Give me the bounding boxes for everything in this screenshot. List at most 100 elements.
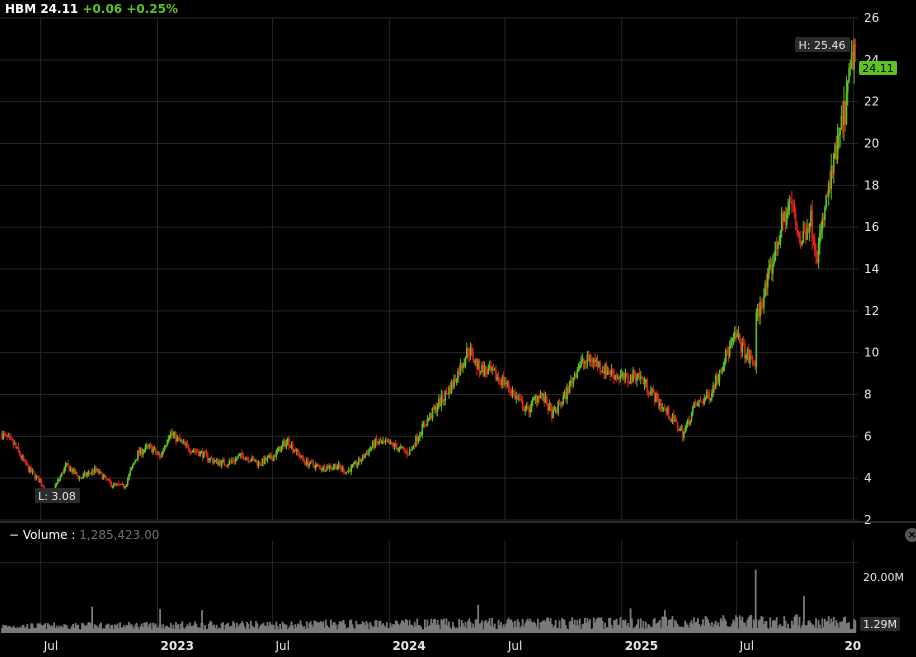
- candle-body: [316, 464, 318, 466]
- volume-spike: [477, 604, 480, 633]
- volume-bar: [379, 620, 382, 633]
- volume-grid: [0, 541, 858, 633]
- x-tick-label: 2023: [161, 639, 194, 653]
- candle-body: [777, 245, 779, 250]
- volume-bar: [642, 620, 645, 633]
- candle-body: [692, 407, 694, 414]
- candle-body: [385, 440, 388, 442]
- volume-bar: [183, 629, 186, 633]
- volume-bar: [698, 624, 701, 633]
- volume-bar: [310, 624, 313, 633]
- candle-body: [733, 331, 736, 339]
- volume-bar: [105, 625, 108, 633]
- volume-bar: [214, 627, 217, 633]
- candle-body: [262, 458, 265, 465]
- candle-body: [427, 418, 430, 420]
- volume-bar: [745, 626, 748, 633]
- volume-bar: [774, 620, 777, 633]
- volume-bar: [476, 619, 478, 633]
- candle-body: [797, 230, 800, 237]
- volume-bar: [721, 620, 723, 633]
- volume-bar: [119, 622, 121, 633]
- candle-body: [415, 436, 417, 447]
- collapse-icon[interactable]: −: [9, 528, 20, 542]
- volume-bar: [536, 618, 539, 633]
- volume-bar: [402, 620, 405, 633]
- candle-body: [849, 68, 852, 70]
- candle-body: [514, 392, 516, 399]
- candle-body: [652, 389, 655, 392]
- candle-body: [606, 370, 609, 375]
- volume-bar: [628, 627, 631, 633]
- volume-bar: [788, 628, 791, 633]
- volume-bar: [812, 624, 815, 633]
- candle-body: [333, 464, 336, 467]
- volume-bar: [686, 625, 689, 633]
- volume-bar: [59, 626, 62, 633]
- volume-bar: [845, 623, 848, 633]
- candle-body: [418, 435, 421, 438]
- volume-bar: [169, 623, 172, 633]
- volume-bar: [373, 626, 375, 633]
- candle-body: [378, 441, 380, 444]
- volume-bar: [583, 617, 586, 633]
- candle-body: [643, 382, 646, 385]
- candle-body: [679, 429, 681, 431]
- candle-body: [719, 372, 722, 374]
- candle-body: [591, 362, 594, 364]
- candle-body: [825, 195, 827, 208]
- candle-body: [467, 348, 469, 355]
- volume-bar: [657, 621, 660, 633]
- candle-body: [403, 448, 406, 451]
- candle-body: [485, 366, 487, 372]
- volume-bar: [431, 623, 434, 633]
- volume-bar: [366, 623, 369, 633]
- candle-body: [794, 214, 797, 223]
- candle-body: [568, 381, 571, 394]
- candle-body: [605, 363, 608, 375]
- candle-body: [698, 400, 700, 402]
- volume-bar: [746, 619, 749, 633]
- candle-body: [844, 101, 847, 124]
- candle-body: [613, 374, 615, 380]
- volume-bar: [764, 621, 767, 633]
- candle-body: [30, 467, 33, 473]
- candle-body: [293, 449, 295, 451]
- volume-bar: [434, 618, 436, 633]
- volume-bar: [543, 620, 546, 633]
- candle-body: [105, 475, 107, 480]
- candle-body: [375, 438, 378, 442]
- volume-bar: [143, 622, 146, 633]
- volume-bar: [704, 615, 707, 633]
- candle-body: [397, 448, 400, 451]
- candle-body: [191, 450, 194, 453]
- volume-bar: [63, 624, 66, 633]
- volume-bar: [3, 625, 6, 633]
- candle-body: [36, 476, 39, 478]
- candle-body: [581, 358, 584, 362]
- close-icon[interactable]: ×: [905, 528, 916, 542]
- candle-body: [91, 470, 93, 474]
- volume-bar: [299, 620, 302, 633]
- volume-bar: [223, 629, 226, 633]
- candle-body: [544, 396, 547, 403]
- candle-body: [789, 202, 792, 204]
- volume-bar: [676, 624, 679, 633]
- candle-body: [272, 455, 275, 461]
- volume-bar: [530, 621, 533, 633]
- volume-bar: [101, 629, 104, 633]
- candle-body: [582, 358, 585, 364]
- candle-body: [309, 460, 312, 464]
- volume-bar: [398, 625, 401, 633]
- candle-body: [453, 378, 455, 388]
- candle-body: [496, 376, 499, 380]
- volume-bar: [808, 620, 811, 633]
- candle-body: [20, 455, 22, 458]
- volume-bar: [274, 629, 276, 633]
- volume-bar: [410, 624, 412, 633]
- volume-bar: [592, 617, 595, 633]
- candle-body: [260, 464, 262, 466]
- volume-bar: [70, 626, 73, 633]
- candle-body: [335, 464, 337, 470]
